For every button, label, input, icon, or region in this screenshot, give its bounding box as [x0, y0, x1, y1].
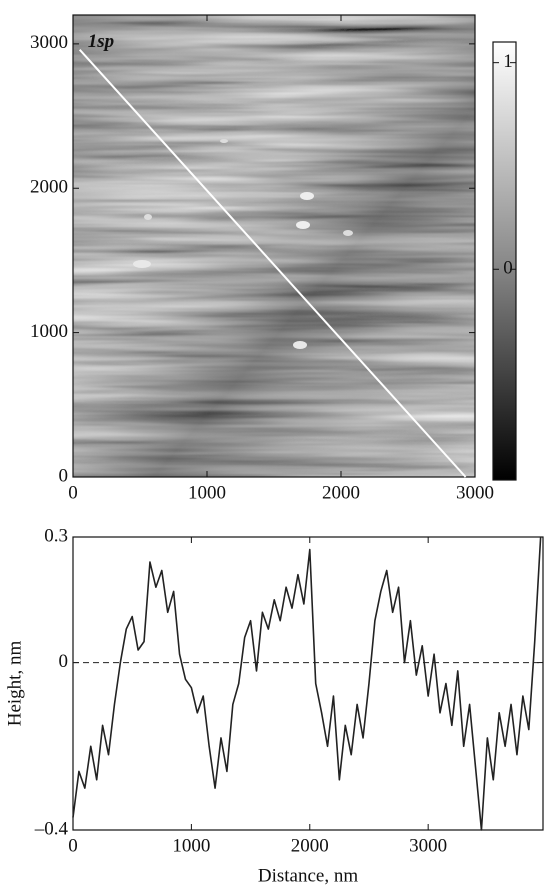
profile-curve: [72, 536, 542, 831]
particle: [220, 139, 228, 143]
particle: [300, 192, 314, 200]
y-tick-label: 3000: [30, 32, 68, 53]
y-tick-label: 0: [59, 465, 69, 486]
x-tick-label: 1000: [172, 835, 210, 856]
y-tick-label: 1000: [30, 321, 68, 342]
x-axis-label: Distance, nm: [258, 865, 358, 886]
x-tick-label: 0: [68, 835, 78, 856]
particle: [144, 214, 152, 220]
plot-frame: [72, 14, 476, 478]
colorbar: [492, 41, 517, 481]
colorbar-tick-label: 0: [503, 258, 513, 279]
y-tick-label: 0.3: [44, 525, 68, 546]
x-tick-label: 1000: [188, 482, 226, 503]
y-axis-label: Height, nm: [4, 641, 25, 727]
x-tick-label: 3000: [456, 482, 494, 503]
profile-line: [78, 48, 467, 478]
afm-image: [73, 15, 475, 477]
particle: [133, 260, 151, 268]
x-tick-label: 0: [68, 482, 78, 503]
particle: [293, 341, 307, 349]
y-tick-label: 0: [59, 651, 69, 672]
y-tick-label: –0.4: [34, 818, 69, 839]
y-tick-label: 2000: [30, 177, 68, 198]
colorbar-tick-label: 1: [503, 51, 513, 72]
particle: [343, 230, 353, 236]
plot-frame: [72, 536, 544, 831]
particle: [296, 221, 310, 229]
x-tick-label: 2000: [322, 482, 360, 503]
x-tick-label: 2000: [291, 835, 329, 856]
annotation: 1sp: [88, 31, 114, 52]
image-shade: [73, 15, 475, 477]
x-tick-label: 3000: [409, 835, 447, 856]
